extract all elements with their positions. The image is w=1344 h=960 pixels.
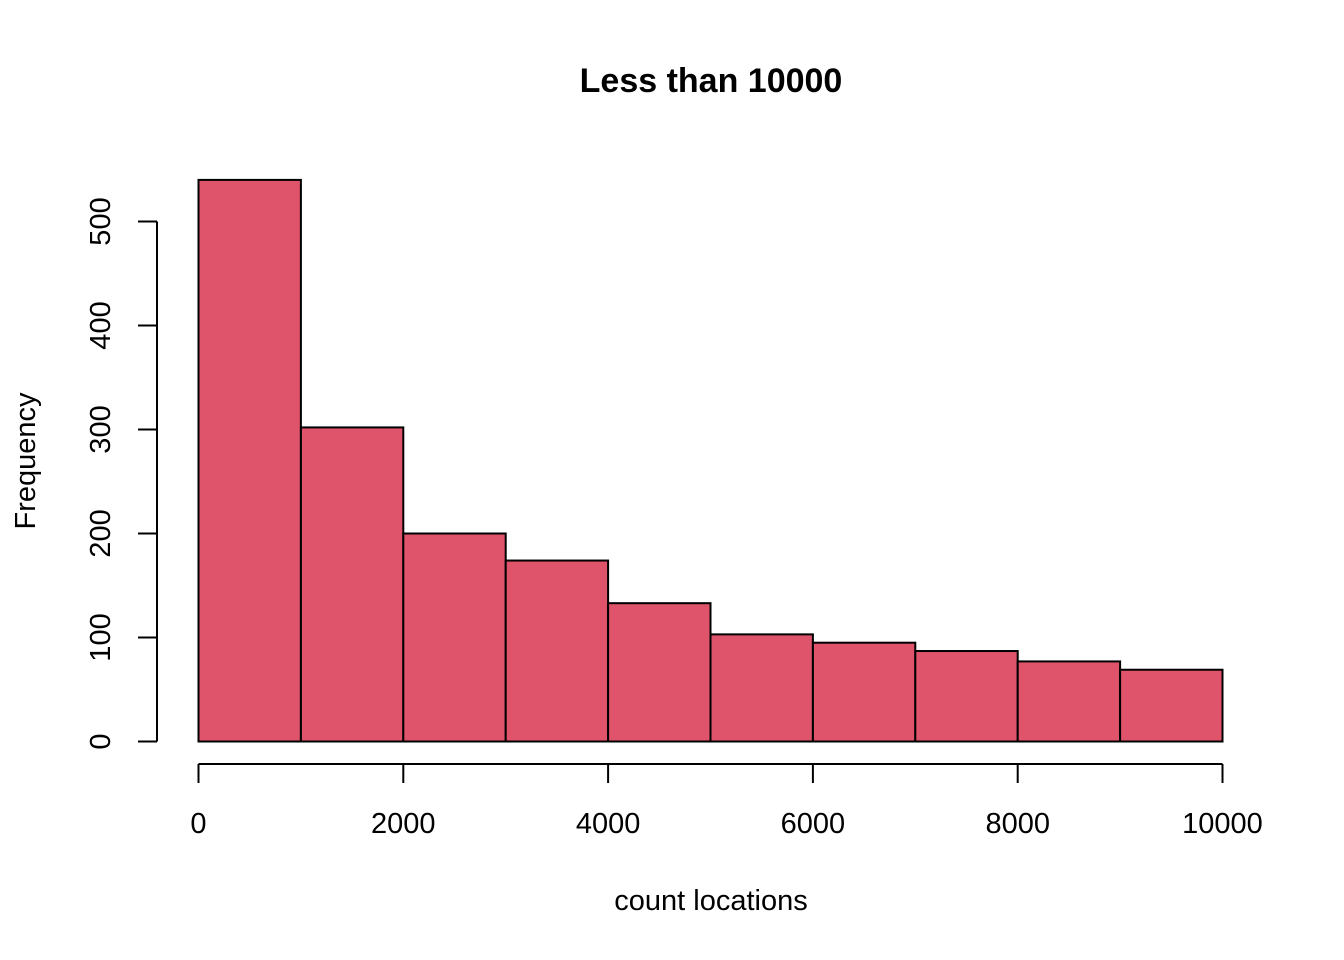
x-tick-label-5: 10000 <box>1182 808 1263 840</box>
x-axis: 0 2000 4000 6000 8000 10000 <box>190 763 1263 840</box>
histogram-bar-2 <box>402 532 507 743</box>
histogram-bar-1 <box>299 426 405 743</box>
histogram-bar-8 <box>1016 660 1122 743</box>
y-tick-label-0: 0 <box>85 733 117 749</box>
x-tick-label-3: 6000 <box>781 808 846 840</box>
y-axis: 0 100 200 300 400 500 <box>85 197 158 750</box>
y-tick-label-4: 400 <box>85 301 117 349</box>
histogram-bar-0 <box>197 178 302 743</box>
chart-title: Less than 10000 <box>580 62 843 100</box>
bars-group <box>197 178 1224 743</box>
histogram-bar-4 <box>607 602 712 743</box>
y-tick-label-1: 100 <box>85 613 117 661</box>
x-tick-label-1: 2000 <box>371 808 436 840</box>
y-axis-label: Frequency <box>10 392 42 530</box>
y-tick-label-3: 300 <box>85 405 117 453</box>
histogram-bar-6 <box>811 641 917 743</box>
y-tick-label-5: 500 <box>85 197 117 245</box>
x-tick-label-2: 4000 <box>576 808 641 840</box>
histogram-bar-7 <box>914 650 1019 743</box>
y-tick-label-2: 200 <box>85 509 117 557</box>
histogram-bar-3 <box>504 559 610 743</box>
x-axis-label: count locations <box>614 885 807 917</box>
histogram-bar-5 <box>709 633 814 743</box>
histogram-bar-9 <box>1119 668 1224 743</box>
x-tick-label-4: 8000 <box>985 808 1050 840</box>
x-tick-label-0: 0 <box>190 808 206 840</box>
